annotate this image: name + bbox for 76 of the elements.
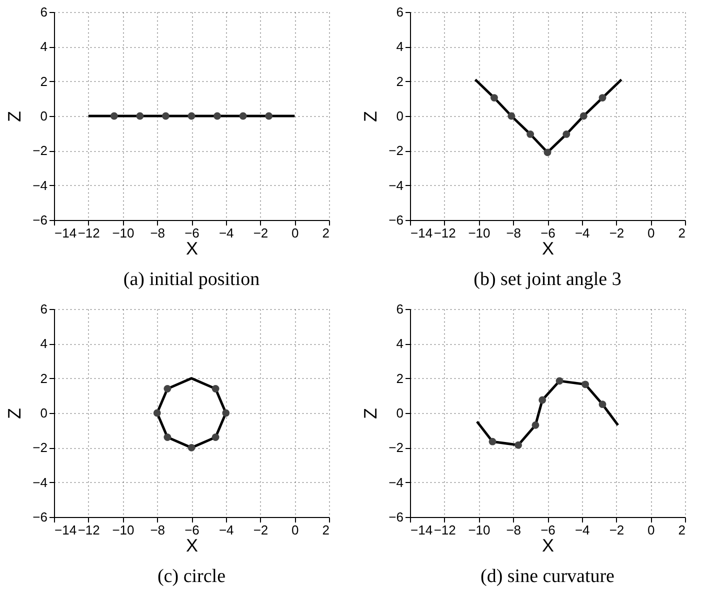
y-tick-label: 2 xyxy=(40,74,48,89)
x-tick-label: −10 xyxy=(468,522,490,538)
x-tick-label: 2 xyxy=(322,522,330,538)
x-axis-title: X xyxy=(542,238,554,258)
y-axis-title: Z xyxy=(4,111,25,122)
y-tick-label: 4 xyxy=(40,336,48,352)
y-axis-title: Z xyxy=(4,408,25,419)
x-axis-title: X xyxy=(542,536,554,556)
x-tick-label: −14 xyxy=(54,226,77,240)
x-tick-label: −6 xyxy=(540,226,556,240)
y-tick-label: 2 xyxy=(396,370,404,386)
x-tick-label: −8 xyxy=(506,226,522,240)
y-tick-label: 2 xyxy=(40,370,48,386)
x-tick-label: 0 xyxy=(292,522,299,538)
x-tick-label: −2 xyxy=(609,522,624,538)
x-tick-label: −12 xyxy=(78,522,100,538)
x-tick-label: 0 xyxy=(648,226,655,240)
y-tick-label: 0 xyxy=(396,406,404,420)
x-tick-label: −10 xyxy=(468,226,490,240)
y-tick-label: −2 xyxy=(32,143,48,158)
x-tick-label: 2 xyxy=(678,522,686,538)
y-tick-label: −6 xyxy=(388,510,404,524)
y-tick-label: 4 xyxy=(396,39,404,54)
y-tick-label: −4 xyxy=(388,178,404,193)
text: (b) set joint angle 3 xyxy=(474,269,622,290)
x-tick-label: −14 xyxy=(54,522,77,538)
x-tick-label: −6 xyxy=(184,226,200,240)
y-tick-label: −2 xyxy=(32,440,48,456)
x-tick-label: −4 xyxy=(218,226,234,240)
y-tick-label: −4 xyxy=(32,474,48,490)
x-tick-label: −8 xyxy=(150,226,166,240)
x-tick-label: 0 xyxy=(292,226,299,240)
y-tick-label: 0 xyxy=(40,108,48,124)
x-tick-label: −2 xyxy=(253,522,268,538)
y-tick-label: −2 xyxy=(388,440,404,456)
y-tick-label: −6 xyxy=(32,510,48,524)
x-tick-label: −14 xyxy=(410,522,433,538)
y-tick-label: 0 xyxy=(396,108,404,124)
y-tick-label: −6 xyxy=(32,212,48,228)
y-tick-label: 6 xyxy=(396,302,404,316)
x-tick-label: −12 xyxy=(78,226,100,240)
x-tick-label: −12 xyxy=(434,522,456,538)
x-tick-label: −2 xyxy=(253,226,268,240)
x-tick-label: −10 xyxy=(112,226,134,240)
x-tick-label: −12 xyxy=(434,226,456,240)
x-tick-label: −4 xyxy=(574,522,590,538)
x-tick-label: 2 xyxy=(322,226,330,240)
x-tick-label: −8 xyxy=(150,522,166,538)
x-axis-title: X xyxy=(186,238,198,258)
text: (d) sine curvature xyxy=(480,566,614,587)
x-tick-label: 2 xyxy=(678,226,686,240)
y-tick-label: 6 xyxy=(396,4,404,20)
text: (c) circle xyxy=(157,566,226,587)
x-tick-label: −4 xyxy=(574,226,590,240)
y-tick-label: 6 xyxy=(40,302,48,316)
y-tick-label: −2 xyxy=(388,143,404,158)
y-tick-label: 2 xyxy=(396,74,404,89)
y-tick-label: −4 xyxy=(32,178,48,193)
x-tick-label: −6 xyxy=(184,522,200,538)
y-axis-title: Z xyxy=(360,408,381,419)
y-tick-label: 4 xyxy=(40,39,48,54)
y-tick-label: 6 xyxy=(40,4,48,20)
y-tick-label: 0 xyxy=(40,406,48,420)
x-axis-title: X xyxy=(186,536,198,556)
x-tick-label: −8 xyxy=(506,522,522,538)
x-tick-label: 0 xyxy=(648,522,655,538)
y-axis-title: Z xyxy=(360,111,381,122)
y-tick-label: 4 xyxy=(396,336,404,352)
text: (a) initial position xyxy=(123,269,260,290)
x-tick-label: −6 xyxy=(540,522,556,538)
x-tick-label: −4 xyxy=(218,522,234,538)
x-tick-label: −10 xyxy=(112,522,134,538)
y-tick-label: −6 xyxy=(388,212,404,228)
y-tick-label: −4 xyxy=(388,474,404,490)
x-tick-label: −2 xyxy=(609,226,624,240)
x-tick-label: −14 xyxy=(410,226,433,240)
